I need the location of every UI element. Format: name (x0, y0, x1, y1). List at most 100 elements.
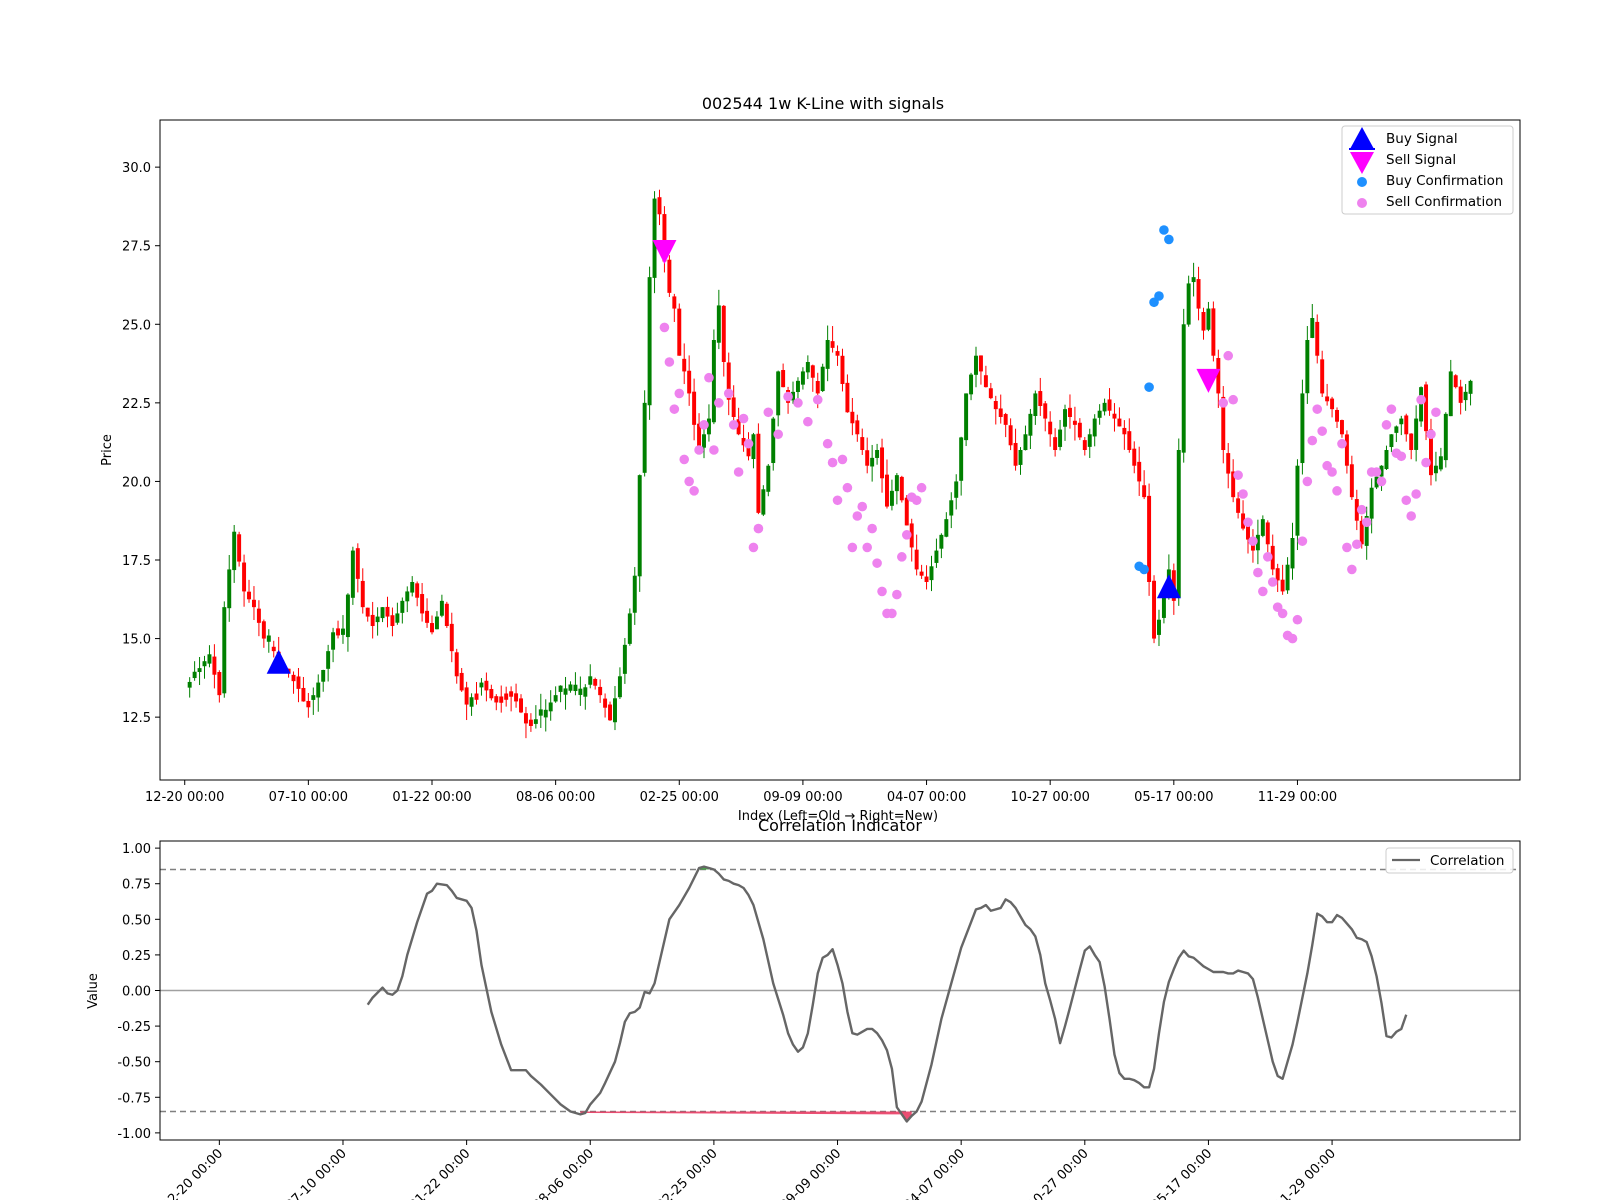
kline-y-tick-label: 17.5 (122, 554, 151, 569)
correlation-y-axis-label: Value (86, 973, 101, 1009)
correlation-y-tick-label: -0.75 (117, 1091, 151, 1106)
sell-confirmation-point (1352, 539, 1362, 550)
correlation-x-tick-label: 08-06 00:00 (530, 1146, 597, 1200)
kline-y-tick-label: 15.0 (122, 633, 151, 648)
sell-confirmation-point (867, 523, 877, 534)
candle-body (1429, 429, 1433, 476)
candle-body (1058, 429, 1063, 447)
candle-body (1458, 386, 1463, 403)
candle-body (781, 370, 786, 388)
candle-body (736, 419, 741, 435)
buy-signal-marker (1156, 574, 1181, 599)
sell-confirmation-point (1243, 517, 1253, 528)
sell-confirmation-point (1342, 542, 1352, 553)
candle-body (197, 668, 202, 673)
candle-body (405, 591, 410, 602)
kline-y-axis-label: Price (100, 434, 115, 466)
candle-body (1384, 450, 1389, 470)
sell-confirmation-point (714, 398, 724, 408)
buy-signal-legend-icon (1350, 127, 1374, 149)
candle-body (1433, 465, 1438, 474)
candle-body (1453, 375, 1458, 388)
candle-body (316, 682, 321, 698)
candle-body (1389, 434, 1394, 448)
kline-x-tick-label: 07-10 00:00 (269, 790, 348, 805)
candle-body (1008, 425, 1013, 446)
candle-body (672, 296, 677, 309)
sell-confirmation-point (857, 501, 868, 512)
candle-body (1102, 402, 1107, 412)
candle-body (469, 697, 474, 707)
candle-body (1132, 448, 1137, 466)
candle-body (1181, 324, 1186, 453)
candle-body (1285, 564, 1290, 591)
sell-confirmation-point (689, 486, 699, 496)
candle-body (1265, 522, 1270, 545)
candle-body (345, 594, 350, 638)
candle-body (706, 418, 711, 435)
sell-confirmation-legend-icon (1357, 198, 1367, 208)
candle-body (875, 450, 880, 458)
sell-confirmation-point (1381, 420, 1392, 430)
candle-body (835, 351, 840, 356)
candle-body (326, 651, 331, 669)
sell-confirmation-point (872, 558, 882, 568)
candle-body (1438, 456, 1443, 470)
candle-body (885, 474, 889, 507)
candle-body (939, 534, 944, 549)
sell-confirmation-point (1302, 476, 1313, 487)
sell-confirmation-point (812, 394, 823, 405)
candle-body (390, 615, 395, 626)
sell-confirmation-point (1426, 429, 1436, 440)
candle-body (430, 623, 434, 633)
candle-body (919, 571, 924, 576)
candle-body (924, 576, 929, 582)
candle-body (1117, 418, 1122, 427)
correlation-y-tick-label: -0.25 (117, 1020, 151, 1035)
candle-body (1191, 277, 1196, 283)
candle-body (697, 423, 702, 450)
sell-signal-legend-icon (1350, 152, 1374, 174)
candle-body (845, 382, 850, 413)
candle-body (1414, 418, 1419, 450)
candle-body (929, 566, 934, 581)
sell-confirmation-point (1223, 350, 1234, 361)
candle-body (192, 671, 197, 679)
kline-y-tick-label: 22.5 (122, 397, 151, 412)
candle-body (370, 614, 375, 626)
candle-body (484, 680, 489, 691)
candle-body (800, 371, 805, 385)
candle-body (1280, 579, 1285, 592)
sell-confirmation-point (911, 495, 922, 506)
correlation-y-tick-label: 0.00 (122, 985, 151, 1000)
sell-confirmation-point (832, 495, 843, 506)
candle-body (1048, 421, 1053, 435)
candle-body (1369, 487, 1374, 519)
candle-body (266, 635, 271, 642)
sell-confirmation-point (743, 438, 754, 449)
candle-body (1305, 340, 1310, 394)
correlation-x-tick-label: 01-22 00:00 (407, 1146, 474, 1200)
sell-confirmation-point (1327, 467, 1337, 477)
correlation-x-tick-label: 02-25 00:00 (654, 1146, 721, 1200)
buy-confirmation-point (1154, 291, 1164, 301)
candle-body (588, 676, 593, 685)
kline-x-tick-label: 12-20 00:00 (145, 790, 224, 805)
sell-confirmation-point (1218, 398, 1229, 408)
legend-label-buy-signal: Buy Signal (1386, 131, 1458, 147)
candle-body (1161, 591, 1166, 618)
correlation-lines (160, 865, 1520, 1123)
sell-confirmation-point (699, 420, 709, 430)
candle-body (993, 401, 998, 410)
kline-x-tick-label: 10-27 00:00 (1010, 790, 1089, 805)
correlation-y-tick-label: -1.00 (117, 1127, 151, 1142)
buy-confirmation-point (1164, 234, 1174, 245)
legend-label-buy-confirmation: Buy Confirmation (1386, 173, 1503, 189)
sell-confirmation-point (773, 429, 783, 440)
candle-body (207, 654, 212, 664)
candle-body (1344, 434, 1349, 466)
candle-body (1335, 410, 1339, 422)
candle-body (425, 610, 430, 623)
sell-confirmation-point (753, 523, 764, 534)
